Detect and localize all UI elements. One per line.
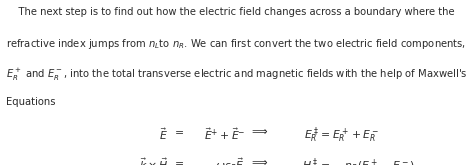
Text: $=$: $=$ bbox=[172, 126, 184, 136]
Text: $E_R^\ddagger = E_R^+ + E_R^-$: $E_R^\ddagger = E_R^+ + E_R^-$ bbox=[303, 126, 379, 146]
Text: The next step is to find out how the electric field changes across a boundary wh: The next step is to find out how the ele… bbox=[6, 7, 454, 17]
Text: refractive index jumps from $n_L$to $n_R$. We can first convert the two electric: refractive index jumps from $n_L$to $n_R… bbox=[6, 37, 466, 51]
Text: Equations: Equations bbox=[6, 97, 55, 107]
Text: $E_R^+$ and $E_R^-$, into the total transverse electric and magnetic fields with: $E_R^+$ and $E_R^-$, into the total tran… bbox=[6, 67, 467, 83]
Text: $-\omega\epsilon_R \vec{E}$: $-\omega\epsilon_R \vec{E}$ bbox=[206, 157, 245, 165]
Text: $\Longrightarrow$: $\Longrightarrow$ bbox=[249, 157, 268, 165]
Text: $\vec{E}^{+} + \vec{E}^{-}$: $\vec{E}^{+} + \vec{E}^{-}$ bbox=[204, 126, 246, 142]
Text: $H_R^\ddagger = -n_R(E_R^+ - E_R^-)$: $H_R^\ddagger = -n_R(E_R^+ - E_R^-)$ bbox=[301, 157, 414, 165]
Text: $\vec{E}$: $\vec{E}$ bbox=[159, 126, 168, 142]
Text: $\Longrightarrow$: $\Longrightarrow$ bbox=[249, 126, 268, 136]
Text: $\vec{k} \times \vec{H}$: $\vec{k} \times \vec{H}$ bbox=[139, 157, 168, 165]
Text: $=$: $=$ bbox=[172, 157, 184, 165]
